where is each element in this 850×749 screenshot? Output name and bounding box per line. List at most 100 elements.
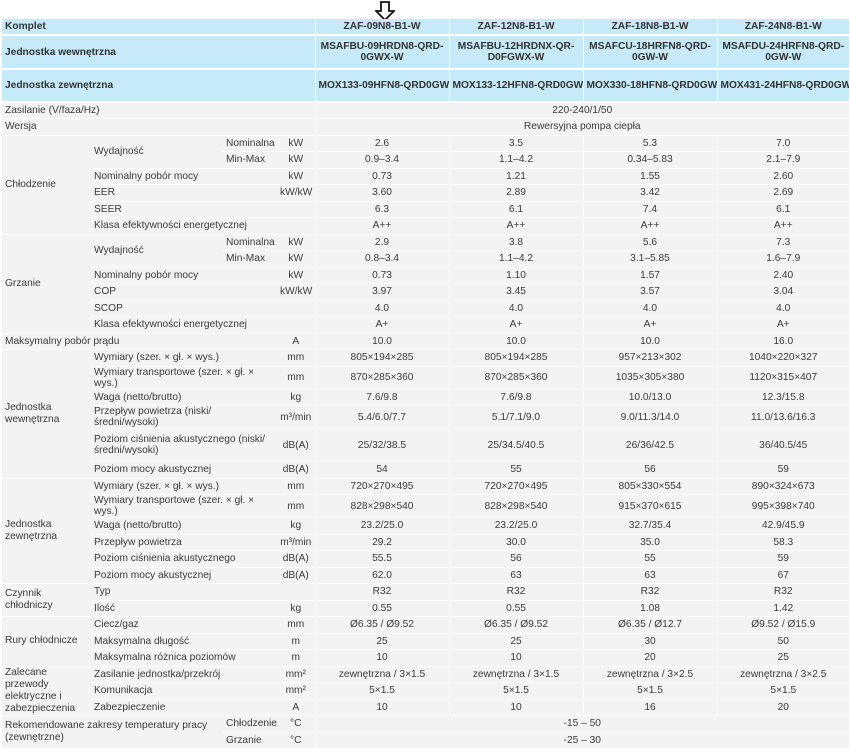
value-cell: 2.89 (448, 184, 583, 202)
value-cell: 915×370×615 (582, 494, 717, 518)
value-cell: 5×1.5 (716, 682, 849, 700)
value-cell: 55.5 (314, 550, 449, 568)
unit-cell: m (277, 649, 315, 667)
value-cell: Ø9.52 / Ø15.9 (716, 616, 849, 634)
sub-label: Nominalna (223, 135, 277, 152)
value-cell: 26/36/42.5 (582, 428, 717, 462)
unit-cell: mm (277, 494, 315, 518)
value-cell: A+ (716, 316, 849, 334)
value-cell: 6.1 (448, 201, 583, 218)
value-cell: 957×213×302 (582, 349, 717, 367)
value-cell: 2.6 (314, 135, 449, 152)
value-cell: 10.0 (448, 333, 583, 350)
header-row-outdoor: Jednostka zewnętrzna MOX133-09HFN8-QRD0G… (2, 69, 849, 103)
spec-row: Rury chłodnicze Ciecz/gaz mm Ø6.35 / Ø9.52 Ø… (2, 616, 849, 667)
kit-model-cell: ZAF-18N8-B1-W (582, 19, 717, 36)
value-cell: -25 – 30 (314, 732, 849, 749)
value-cell: 1.1–4.2 (448, 151, 583, 169)
row-label: SCOP (91, 300, 277, 317)
unit-cell: kW (277, 168, 315, 185)
value-cell: 25 (314, 633, 449, 650)
spec-row: Czynnik chłodniczy Typ R32 R32 R32 R32 (2, 583, 849, 617)
value-cell: 54 (314, 461, 449, 479)
row-label: Ciecz/gaz (91, 616, 277, 634)
value-cell: 3.97 (314, 283, 449, 301)
value-cell: 10.0 (314, 333, 449, 350)
unit-cell: A (277, 333, 315, 350)
value-cell: 1120×315×407 (716, 366, 849, 390)
sub-label: Chłodzenie (223, 715, 277, 733)
value-cell: 7.6/9.8 (448, 389, 583, 406)
value-cell: A++ (314, 217, 449, 235)
spec-row: Klasa efektywności energetycznej A++ A++ A+… (2, 217, 849, 235)
unit-cell: mm² (277, 682, 315, 700)
value-cell: 29.2 (314, 534, 449, 551)
value-cell: A+ (582, 316, 717, 334)
unit-cell (277, 316, 315, 334)
value-cell: 10.0/13.0 (582, 389, 717, 406)
unit-cell: m³/min (277, 405, 315, 429)
spec-row: Poziom mocy akustycznej dB(A) 62.0 63 63 67 (2, 567, 849, 584)
value-cell: 16 (582, 699, 717, 716)
spec-row: Ilość kg 0.55 0.55 1.08 1.42 (2, 600, 849, 617)
row-label: Komunikacja (91, 682, 277, 700)
unit-cell: °C (277, 732, 315, 749)
value-cell: A+ (314, 316, 449, 334)
spec-row: Przepływ powietrza m³/min 29.2 30.0 35.0 58.3 (2, 534, 849, 551)
value-cell: zewnętrzna / 3×1.5 (314, 666, 449, 683)
group-label: Chłodzenie (2, 135, 91, 235)
value-cell: R32 (314, 583, 449, 601)
value-cell: 3.60 (314, 184, 449, 202)
row-label: Ilość (91, 600, 277, 617)
value-cell: 10 (448, 649, 583, 667)
header-row-indoor: Jednostka wewnętrzna MSAFBU-09HRDN8-QRD-… (2, 35, 849, 70)
value-cell: A++ (448, 217, 583, 235)
row-label: Poziom ciśnienia akustycznego (91, 550, 277, 568)
value-cell: 995×398×740 (716, 494, 849, 518)
unit-cell: m³/min (277, 534, 315, 551)
value-cell: 55 (582, 550, 717, 568)
spec-body: Zasilanie (V/faza/Hz) 220-240/1/50 Wersja R… (2, 102, 849, 749)
value-cell: R32 (716, 583, 849, 601)
value-cell: 12.3/15.8 (716, 389, 849, 406)
value-cell: 4.0 (314, 300, 449, 317)
value-cell: 5×1.5 (448, 682, 583, 700)
value-cell: 0.34–5.83 (582, 151, 717, 169)
row-label: Klasa efektywności energetycznej (91, 217, 277, 235)
row-label: Poziom mocy akustycznej (91, 461, 277, 479)
value-cell: 3.1–5.85 (582, 250, 717, 268)
value-cell: 10.0 (582, 333, 717, 350)
value-cell: 0.55 (314, 600, 449, 617)
unit-cell (277, 201, 315, 218)
value-cell: 0.8–3.4 (314, 250, 449, 268)
value-cell: 25/32/38.5 (314, 428, 449, 462)
value-cell: 890×324×673 (716, 478, 849, 495)
value-cell: zewnętrzna / 3×2.5 (582, 666, 717, 683)
unit-cell (277, 217, 315, 235)
value-cell: 0.73 (314, 267, 449, 284)
spec-row: Maksymalna różnica poziomów m 10 10 20 25 (2, 649, 849, 667)
unit-cell: °C (277, 715, 315, 733)
value-cell: A++ (716, 217, 849, 235)
value-cell: 1.42 (716, 600, 849, 617)
value-cell: 36/40.5/45 (716, 428, 849, 462)
value-cell: 0.9–3.4 (314, 151, 449, 169)
value-cell: R32 (448, 583, 583, 601)
value-cell: 4.0 (448, 300, 583, 317)
unit-cell: kW (277, 151, 315, 169)
group-label: Grzanie (2, 234, 91, 334)
value-cell: 35.0 (582, 534, 717, 551)
row-label: Zasilanie (V/faza/Hz) (2, 102, 315, 119)
unit-cell: kW (277, 250, 315, 268)
row-label: Przepływ powietrza (niski/średni/wysoki) (91, 405, 277, 429)
group-label: Rekomendowane zakresy temperatury pracy … (2, 715, 223, 749)
indoor-model-cell: MSAFCU-18HRFN8-QRD-0GW-W (582, 35, 717, 70)
value-cell: 805×194×285 (314, 349, 449, 367)
row-label: Wymiary transportowe (szer. × gł. × wys.… (91, 366, 277, 390)
value-cell: 10 (448, 699, 583, 716)
unit-cell: kW/kW (277, 283, 315, 301)
value-cell: 59 (716, 461, 849, 479)
value-cell: 3.42 (582, 184, 717, 202)
value-cell: 2.60 (716, 168, 849, 185)
value-cell: 7.3 (716, 234, 849, 251)
